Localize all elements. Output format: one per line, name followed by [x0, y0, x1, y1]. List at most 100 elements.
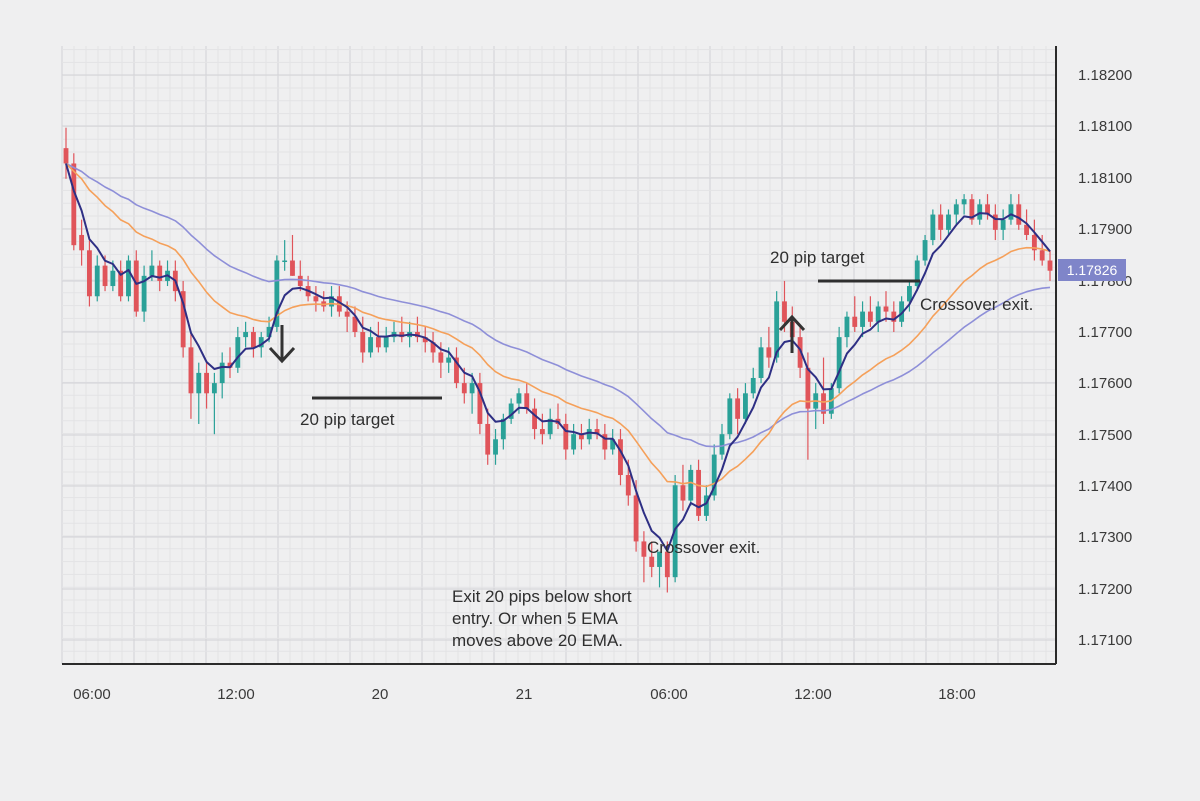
candle-body-down: [344, 311, 350, 317]
candle-body-up: [743, 393, 748, 419]
candle-body-up: [1008, 204, 1014, 220]
y-tick-label: 1.18100: [1078, 118, 1132, 135]
candle-body-down: [1024, 224, 1029, 235]
candle-body-up: [235, 337, 241, 368]
candle-body-up: [446, 357, 452, 363]
y-tick-label: 1.18100: [1078, 170, 1132, 187]
candle-body-down: [625, 475, 631, 496]
annotation-crossover-exit-lower: Crossover exit.: [647, 538, 760, 557]
candle-body-down: [992, 214, 998, 230]
candle-body-down: [696, 469, 701, 516]
candle-body-up: [719, 434, 725, 455]
candle-body-up: [899, 301, 905, 322]
candle-body-up: [961, 199, 967, 205]
candle-body-down: [87, 250, 92, 297]
annotation-pip-target-left: 20 pip target: [300, 410, 395, 429]
candle-body-up: [243, 332, 249, 338]
candle-body-down: [438, 352, 444, 363]
candle-body-down: [602, 434, 608, 450]
candle-body-up: [469, 383, 475, 394]
candle-body-up: [141, 275, 147, 312]
x-ticks: 06:00 12:00 20 21 06:00 12:00 18:00: [73, 686, 976, 703]
candle-body-up: [282, 260, 288, 263]
candle-body-up: [110, 270, 116, 287]
candle-body-up: [516, 393, 522, 404]
candle-body-up: [571, 434, 577, 450]
candle-body-down: [524, 393, 530, 409]
down-arrow-icon: [268, 325, 296, 364]
x-tick-label: 06:00: [650, 686, 688, 703]
annotations: 20 pip target 20 pip target Crossover ex…: [268, 248, 1033, 650]
candle-body-up: [774, 301, 780, 358]
candle-body-down: [157, 265, 163, 281]
candle-body-up: [688, 469, 694, 501]
candle-body-up: [508, 403, 514, 419]
candle-body-down: [618, 439, 623, 476]
ema-20-line: [65, 162, 1051, 488]
candle-body-up: [126, 260, 131, 297]
candle-body-up: [586, 429, 592, 440]
candle-body-up: [274, 260, 280, 327]
candle-body-down: [297, 275, 303, 287]
candle-body-down: [1039, 250, 1045, 261]
annotation-exit-rule-line2: entry. Or when 5 EMA: [452, 609, 619, 628]
candle-body-down: [251, 332, 256, 348]
ema-slow-line: [65, 162, 1051, 448]
candle-body-up: [657, 551, 662, 567]
candle-body-up: [860, 311, 865, 327]
candle-body-down: [188, 347, 194, 394]
moving-averages: [65, 162, 1051, 552]
candle-body-down: [1031, 234, 1037, 251]
candle-body-up: [368, 337, 373, 353]
candle-body-down: [969, 199, 975, 220]
candle-body-down: [102, 265, 108, 287]
y-tick-label: 1.17600: [1078, 375, 1132, 392]
candle-body-down: [79, 234, 85, 251]
candle-body-up: [711, 454, 717, 496]
candle-body-up: [610, 439, 616, 450]
candle-body-down: [430, 342, 436, 353]
candle-body-up: [922, 240, 928, 261]
candle-body-down: [360, 332, 366, 353]
y-tick-label: 1.17200: [1078, 581, 1132, 598]
y-tick-label: 1.17400: [1078, 478, 1132, 495]
candle-body-down: [375, 337, 381, 348]
candle-body-down: [649, 556, 655, 567]
candle-body-up: [258, 337, 264, 348]
current-price-tag-bg: [1058, 259, 1126, 281]
candle-body-down: [399, 332, 405, 338]
candle-body-up: [703, 495, 709, 516]
x-tick-label: 12:00: [217, 686, 255, 703]
candle-body-down: [641, 541, 647, 557]
candle-body-up: [211, 383, 217, 394]
candle-body-up: [977, 204, 983, 220]
candle-body-up: [836, 337, 842, 389]
annotation-exit-rule-line3: moves above 20 EMA.: [452, 631, 623, 650]
candle-body-down: [766, 347, 772, 358]
candle-body-up: [875, 306, 881, 322]
candle-body-up: [94, 265, 100, 297]
candle-body-up: [500, 418, 506, 440]
candle-body-down: [891, 311, 897, 322]
candle-body-up: [1000, 219, 1006, 230]
candle-body-down: [633, 495, 639, 542]
candle-body-down: [63, 148, 69, 164]
candle-body-down: [852, 316, 858, 327]
x-tick-label: 18:00: [938, 686, 976, 703]
candle-body-down: [883, 306, 889, 312]
candle-body-up: [149, 265, 155, 276]
candle-body-down: [579, 434, 584, 440]
candle-body-down: [485, 423, 491, 455]
candle-body-down: [1016, 204, 1022, 225]
y-tick-label: 1.17300: [1078, 529, 1132, 546]
candle-body-down: [477, 383, 483, 424]
candle-body-up: [266, 326, 272, 338]
candle-body-down: [204, 372, 209, 394]
y-tick-label: 1.17700: [1078, 324, 1132, 341]
candle-body-down: [867, 311, 873, 322]
candle-body-down: [1047, 260, 1053, 271]
candle-body-up: [946, 214, 951, 230]
candle-body-down: [313, 296, 319, 302]
candle-body-down: [797, 337, 803, 368]
